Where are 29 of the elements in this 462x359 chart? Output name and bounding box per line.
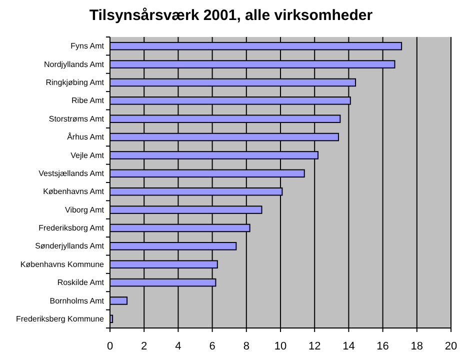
chart-title: Tilsynsårsværk 2001, alle virksomheder bbox=[89, 7, 373, 24]
y-tick-label: Storstrøms Amt bbox=[48, 114, 105, 124]
x-tick-label: 2 bbox=[141, 340, 148, 352]
y-tick-label: Fyns Amt bbox=[70, 42, 105, 51]
y-tick-label: Roskilde Amt bbox=[57, 278, 105, 288]
bar bbox=[110, 296, 128, 305]
x-tick-label: 18 bbox=[410, 340, 424, 352]
y-tick-label: Frederiksborg Amt bbox=[38, 224, 105, 233]
x-tick-label: 0 bbox=[106, 340, 114, 352]
x-tick-label: 8 bbox=[243, 340, 250, 352]
y-tick-label: Københavns Kommune bbox=[20, 260, 105, 269]
y-tick-label: Ringkjøbing Amt bbox=[46, 78, 105, 88]
y-tick-label: Sønderjyllands Amt bbox=[35, 242, 105, 251]
x-tick-label: 14 bbox=[342, 340, 355, 352]
x-tick-label: 10 bbox=[274, 340, 287, 352]
x-tick-label: 6 bbox=[209, 340, 216, 352]
y-tick-label: Vejle Amt bbox=[70, 150, 105, 160]
y-tick-label: Vestsjællands Amt bbox=[38, 168, 105, 178]
y-tick-label: Ribe Amt bbox=[72, 96, 105, 106]
y-tick-label: Københavns Amt bbox=[43, 187, 105, 196]
y-tick-label: Nordjyllands Amt bbox=[44, 60, 105, 69]
x-tick-label: 4 bbox=[175, 340, 182, 352]
y-tick-label: Århus Amt bbox=[67, 132, 105, 142]
x-tick-label: 16 bbox=[376, 340, 389, 352]
y-tick-label: Frederiksberg Kommune bbox=[16, 314, 105, 324]
x-tick-label: 12 bbox=[308, 340, 321, 352]
y-tick-label: Viborg Amt bbox=[65, 205, 105, 214]
x-tick-label: 20 bbox=[444, 340, 458, 352]
y-tick-label: Bornholms Amt bbox=[50, 296, 105, 306]
